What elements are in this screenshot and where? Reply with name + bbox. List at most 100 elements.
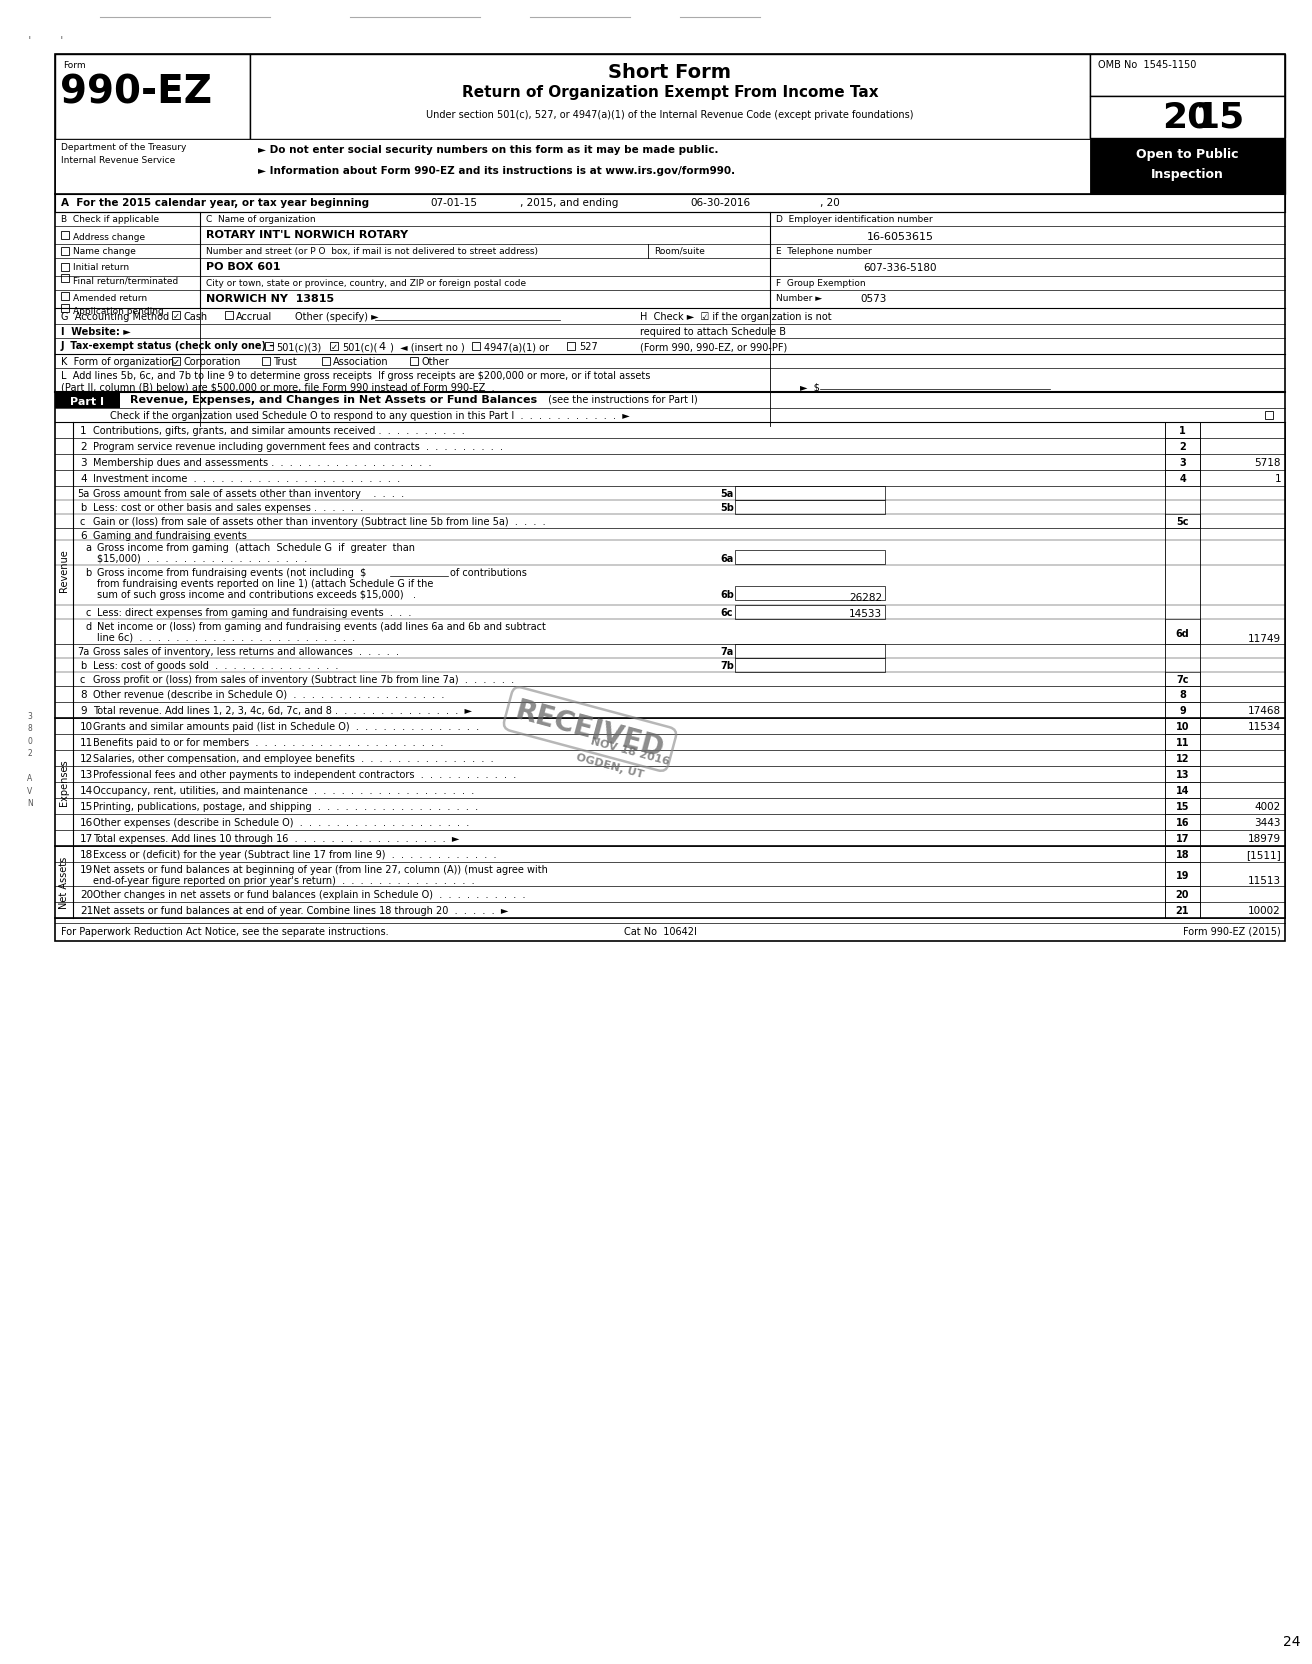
Text: 4: 4	[378, 341, 386, 351]
Bar	[262, 358, 270, 366]
Bar	[1165, 750, 1200, 767]
Bar	[567, 343, 575, 351]
Text: ': '	[60, 35, 63, 48]
Text: b: b	[85, 567, 92, 577]
Text: 12: 12	[1176, 754, 1189, 764]
Bar	[1165, 799, 1200, 814]
Text: Corporation: Corporation	[182, 356, 240, 366]
Text: Gaming and fundraising events: Gaming and fundraising events	[93, 531, 247, 541]
Text: 18: 18	[1176, 850, 1189, 860]
Bar	[1165, 847, 1200, 862]
Text: Membership dues and assessments .  .  .  .  .  .  .  .  .  .  .  .  .  .  .  .  : Membership dues and assessments . . . . …	[93, 458, 432, 468]
Text: line 6c)  .  .  .  .  .  .  .  .  .  .  .  .  .  .  .  .  .  .  .  .  .  .  .  .: line 6c) . . . . . . . . . . . . . . . .…	[97, 632, 356, 642]
Text: 4: 4	[80, 474, 87, 484]
Text: Other (specify) ►: Other (specify) ►	[295, 311, 379, 321]
Text: 19: 19	[1176, 870, 1189, 880]
Bar	[1165, 439, 1200, 454]
Text: 5a: 5a	[77, 489, 89, 499]
Bar	[55, 55, 251, 140]
Text: A  For the 2015 calendar year, or tax year beginning: A For the 2015 calendar year, or tax yea…	[60, 198, 369, 208]
Bar	[1165, 782, 1200, 799]
Text: 6b: 6b	[720, 589, 733, 599]
Text: City or town, state or province, country, and ZIP or foreign postal code: City or town, state or province, country…	[206, 280, 526, 288]
Text: 10: 10	[1176, 722, 1189, 732]
Text: 16: 16	[1176, 817, 1189, 827]
Bar	[224, 311, 234, 319]
Text: 8: 8	[1179, 689, 1186, 699]
Text: 501(c)(3): 501(c)(3)	[276, 341, 321, 351]
Text: 8: 8	[80, 689, 87, 699]
Text: Accrual: Accrual	[236, 311, 273, 321]
Text: ROTARY INT'L NORWICH ROTARY: ROTARY INT'L NORWICH ROTARY	[206, 230, 408, 240]
Text: Form 990-EZ (2015): Form 990-EZ (2015)	[1183, 927, 1281, 937]
Text: 26282: 26282	[849, 592, 882, 602]
Text: Printing, publications, postage, and shipping  .  .  .  .  .  .  .  .  .  .  .  : Printing, publications, postage, and shi…	[93, 802, 478, 812]
Bar	[735, 486, 886, 501]
Bar	[251, 55, 1090, 140]
Text: OGDEN, UT: OGDEN, UT	[575, 752, 646, 779]
Text: 2: 2	[1179, 441, 1186, 451]
Text: 14: 14	[1176, 785, 1189, 795]
Bar	[55, 195, 1284, 213]
Bar	[1165, 719, 1200, 734]
Text: $15,000)  .  .  .  .  .  .  .  .  .  .  .  .  .  .  .  .  .  .: $15,000) . . . . . . . . . . . . . . . .…	[97, 554, 307, 564]
Text: Gain or (loss) from sale of assets other than inventory (Subtract line 5b from l: Gain or (loss) from sale of assets other…	[93, 518, 546, 527]
Text: 11: 11	[80, 737, 93, 747]
Text: 14533: 14533	[849, 609, 882, 619]
Bar	[1165, 454, 1200, 471]
Text: E  Telephone number: E Telephone number	[775, 246, 871, 256]
Text: 13: 13	[80, 769, 93, 779]
Bar	[1165, 767, 1200, 782]
Text: Internal Revenue Service: Internal Revenue Service	[60, 156, 176, 165]
Bar	[60, 231, 70, 240]
Text: c: c	[80, 518, 85, 527]
Text: 4002: 4002	[1254, 802, 1281, 812]
Bar	[1090, 55, 1284, 97]
Bar	[1165, 734, 1200, 750]
Text: OMB No  1545-1150: OMB No 1545-1150	[1098, 60, 1197, 70]
Bar	[409, 358, 419, 366]
Text: 10: 10	[80, 722, 93, 732]
Text: (see the instructions for Part I): (see the instructions for Part I)	[544, 394, 698, 404]
Text: Address change: Address change	[73, 233, 146, 241]
Bar	[1165, 514, 1200, 529]
Text: Cat No  10642I: Cat No 10642I	[623, 927, 697, 937]
Text: ': '	[28, 35, 31, 48]
Text: Part I: Part I	[70, 396, 104, 406]
Text: Revenue: Revenue	[59, 549, 70, 592]
Text: 11749: 11749	[1248, 634, 1281, 644]
Text: 11513: 11513	[1248, 875, 1281, 885]
Text: ► Information about Form 990-EZ and its instructions is at www.irs.gov/form990.: ► Information about Form 990-EZ and its …	[258, 166, 735, 176]
Text: 5718: 5718	[1254, 458, 1281, 468]
Text: 527: 527	[579, 341, 598, 351]
Bar	[1165, 619, 1200, 644]
Text: 13: 13	[1176, 769, 1189, 779]
Bar	[1165, 862, 1200, 887]
Text: 3: 3	[1179, 458, 1186, 468]
Text: Revenue, Expenses, and Changes in Net Assets or Fund Balances: Revenue, Expenses, and Changes in Net As…	[130, 394, 537, 404]
Text: 5a: 5a	[720, 489, 733, 499]
Text: 1: 1	[80, 426, 87, 436]
Text: 20: 20	[80, 890, 93, 900]
Text: c: c	[85, 607, 91, 617]
Bar	[60, 293, 70, 301]
Bar	[1265, 411, 1273, 419]
Text: G  Accounting Method: G Accounting Method	[60, 311, 169, 321]
Text: Short Form: Short Form	[609, 63, 732, 82]
Bar	[331, 343, 338, 351]
Text: D  Employer identification number: D Employer identification number	[775, 215, 933, 225]
Text: Number ►: Number ►	[775, 295, 823, 303]
Text: Contributions, gifts, grants, and similar amounts received .  .  .  .  .  .  .  : Contributions, gifts, grants, and simila…	[93, 426, 464, 436]
Text: a: a	[85, 542, 91, 552]
Text: Other expenses (describe in Schedule O)  .  .  .  .  .  .  .  .  .  .  .  .  .  : Other expenses (describe in Schedule O) …	[93, 817, 470, 827]
Text: b: b	[80, 503, 87, 513]
Text: 15: 15	[1176, 802, 1189, 812]
Text: 7b: 7b	[720, 661, 733, 671]
Text: Other changes in net assets or fund balances (explain in Schedule O)  .  .  .  .: Other changes in net assets or fund bala…	[93, 890, 526, 900]
Bar	[1165, 687, 1200, 702]
Bar	[735, 606, 886, 619]
Text: Under section 501(c), 527, or 4947(a)(1) of the Internal Revenue Code (except pr: Under section 501(c), 527, or 4947(a)(1)…	[426, 110, 913, 120]
Text: required to attach Schedule B: required to attach Schedule B	[640, 326, 786, 336]
Text: H  Check ►  ☑ if the organization is not: H Check ► ☑ if the organization is not	[640, 311, 832, 321]
Text: Trust: Trust	[273, 356, 297, 366]
